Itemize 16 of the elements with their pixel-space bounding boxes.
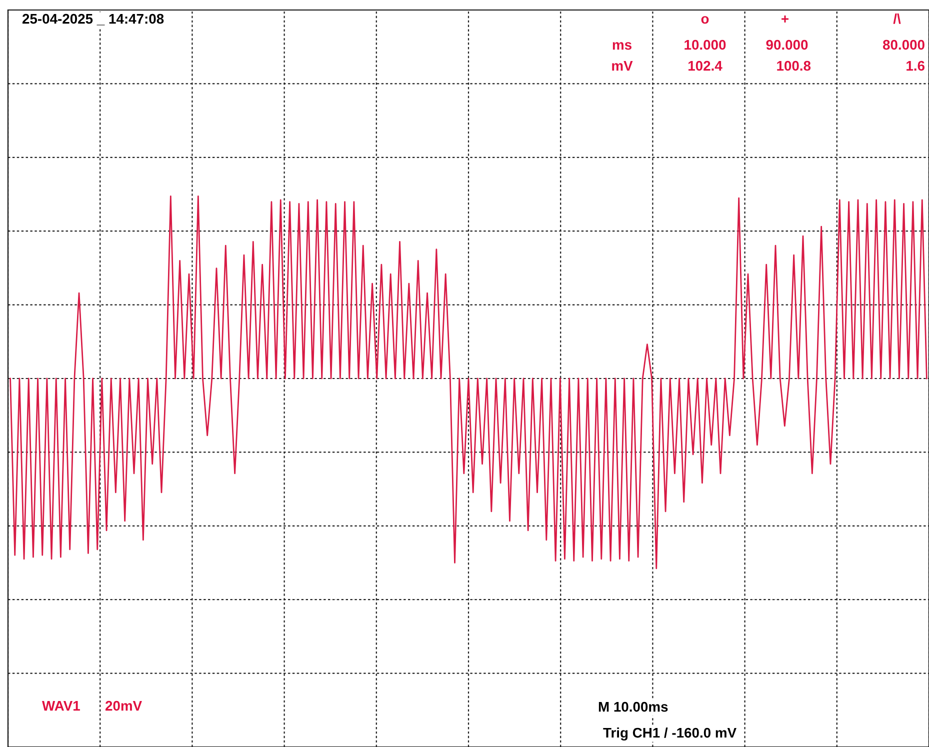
text: 100.8: [777, 60, 811, 71]
text: M 10.00ms: [598, 702, 668, 712]
text: 20mV: [105, 700, 142, 711]
text: ms: [612, 42, 632, 50]
text: 80.000: [882, 40, 924, 50]
text: WAV1: [42, 701, 80, 711]
text: 1.6: [906, 60, 924, 71]
text: o: [701, 16, 709, 24]
text: mV: [612, 61, 633, 71]
text: +: [782, 15, 788, 22]
text: /\: [893, 14, 901, 24]
text: Trig CH1 / -160.0 mV: [603, 727, 736, 741]
text: 102.4: [688, 60, 722, 71]
text: 25-04-2025 _ 14:47:08: [22, 14, 164, 26]
text: 10.000: [684, 40, 726, 50]
text: 90.000: [766, 40, 808, 50]
